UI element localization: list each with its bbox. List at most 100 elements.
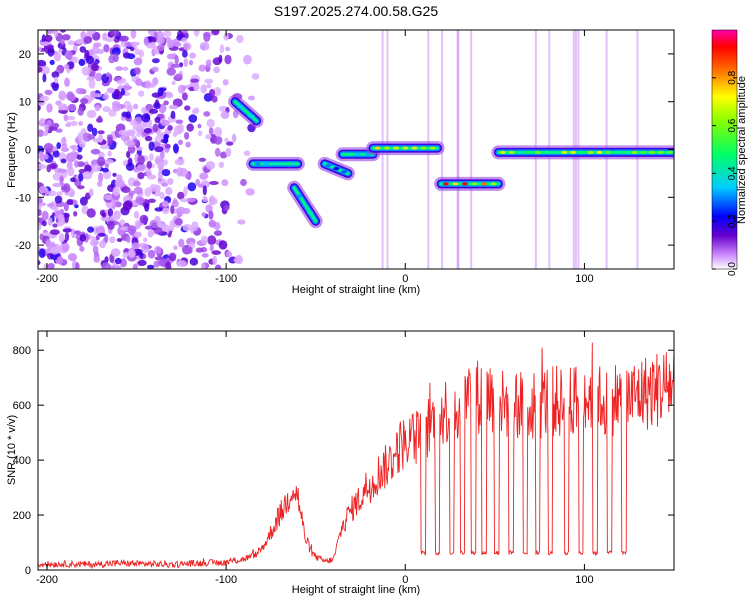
noise-speck	[191, 221, 199, 232]
noise-speck	[41, 210, 49, 221]
noise-speck	[60, 137, 67, 145]
noise-speck	[149, 153, 154, 162]
noise-speck	[74, 160, 79, 168]
noise-speck	[77, 107, 84, 116]
noise-speck	[106, 87, 115, 94]
noise-speck	[187, 182, 197, 192]
segment-peak	[333, 167, 340, 171]
noise-speck	[46, 103, 53, 113]
noise-speck	[92, 163, 101, 172]
noise-speck	[105, 163, 109, 168]
noise-speck	[58, 90, 67, 101]
segment-peak	[281, 162, 288, 166]
noise-speck	[154, 135, 162, 143]
noise-speck	[154, 116, 161, 124]
noise-speck	[79, 46, 87, 53]
noise-speck	[38, 197, 43, 204]
noise-speck	[53, 30, 58, 38]
noise-speck	[165, 261, 172, 269]
noise-speck	[147, 198, 156, 203]
colorbar-tick-label: 0.0	[727, 262, 738, 276]
noise-speck	[203, 32, 211, 42]
noise-speck	[63, 114, 69, 122]
noise-speck	[58, 103, 68, 111]
segment-peak	[344, 152, 351, 156]
noise-speck	[97, 115, 103, 123]
noise-speck	[85, 55, 95, 65]
noise-speck	[211, 250, 222, 255]
noise-speck	[116, 238, 123, 242]
noise-speck	[38, 209, 42, 216]
noise-speck	[206, 83, 212, 89]
noise-speck	[60, 158, 67, 164]
noise-speck	[143, 127, 152, 134]
segment-peak	[481, 182, 488, 186]
colorbar-label: Normalized spectral amplitude	[736, 76, 748, 224]
segment-peak	[587, 150, 594, 154]
noise-speck	[167, 178, 174, 185]
noise-speck	[214, 147, 221, 157]
noise-speck	[134, 48, 141, 55]
noise-speck	[167, 39, 175, 49]
noise-speck	[86, 208, 96, 218]
segment-peak	[613, 150, 620, 154]
segment-peak	[290, 162, 297, 166]
noise-speck	[56, 220, 64, 227]
y-tick-label: 600	[13, 400, 31, 412]
noise-speck	[77, 131, 84, 142]
noise-speck	[47, 190, 57, 197]
noise-speck	[95, 72, 103, 82]
noise-speck	[90, 90, 96, 99]
noise-speck	[173, 42, 182, 47]
noise-speck	[58, 48, 63, 53]
noise-speck	[243, 150, 251, 156]
noise-speck	[44, 34, 53, 42]
noise-speck	[209, 181, 219, 185]
noise-speck	[146, 42, 156, 49]
noise-speck	[78, 58, 86, 67]
segment-peak	[420, 146, 427, 150]
noise-speck	[218, 161, 225, 168]
snr-series-line	[38, 342, 674, 570]
noise-speck	[107, 208, 114, 218]
x-tick-label: 0	[402, 574, 408, 586]
noise-speck	[200, 235, 208, 244]
noise-speck	[93, 42, 102, 48]
noise-speck	[197, 130, 203, 137]
segment-peak	[534, 150, 541, 154]
noise-speck	[115, 257, 122, 265]
noise-speck	[42, 220, 47, 227]
noise-speck	[66, 121, 72, 126]
noise-speck	[84, 49, 90, 58]
noise-speck	[218, 240, 228, 250]
noise-speck	[174, 158, 185, 166]
spectrogram-ylabel: Frequency (Hz)	[6, 112, 18, 188]
y-tick-label: 0	[25, 145, 31, 157]
noise-speck	[170, 110, 176, 120]
noise-speck	[199, 172, 209, 180]
segment-peak	[429, 146, 436, 150]
noise-speck	[94, 104, 101, 112]
noise-speck	[172, 143, 179, 154]
noise-speck	[74, 204, 79, 209]
noise-speck	[175, 119, 184, 124]
noise-speck	[41, 34, 46, 44]
noise-speck	[133, 67, 141, 75]
noise-speck	[56, 255, 64, 265]
noise-speck	[76, 38, 86, 45]
noise-speck	[211, 30, 220, 36]
noise-speck	[201, 253, 209, 258]
noise-speck	[38, 185, 48, 194]
noise-speck	[176, 260, 187, 268]
noise-speck	[130, 46, 135, 52]
noise-speck	[145, 167, 152, 177]
noise-speck	[113, 53, 119, 63]
noise-speck	[89, 239, 98, 247]
signal-segment	[287, 180, 323, 229]
colorbar-tick-label: 0.6	[727, 118, 738, 132]
noise-speck	[162, 159, 168, 166]
noise-speck	[177, 191, 185, 200]
spectral-streak	[457, 30, 460, 269]
noise-speck	[171, 199, 179, 208]
noise-speck	[179, 167, 188, 177]
